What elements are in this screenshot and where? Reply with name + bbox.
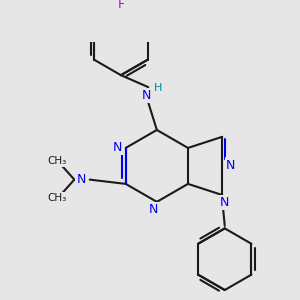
Text: CH₃: CH₃: [48, 156, 67, 166]
Text: F: F: [117, 0, 124, 11]
Text: N: N: [220, 196, 230, 209]
Text: N: N: [112, 141, 122, 154]
Text: N: N: [149, 203, 158, 216]
Text: CH₃: CH₃: [48, 194, 67, 203]
Text: H: H: [154, 83, 163, 93]
Text: N: N: [76, 173, 86, 186]
Text: N: N: [142, 89, 151, 102]
Text: N: N: [226, 159, 236, 172]
